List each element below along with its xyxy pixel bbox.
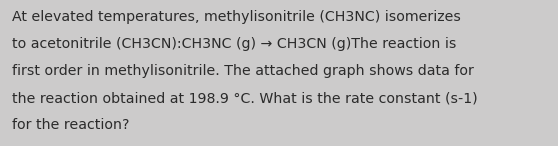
Text: first order in methylisonitrile. The attached graph shows data for: first order in methylisonitrile. The att… (12, 64, 474, 78)
Text: to acetonitrile (CH3CN):CH3NC (g) → CH3CN (g)The reaction is: to acetonitrile (CH3CN):CH3NC (g) → CH3C… (12, 37, 456, 51)
Text: for the reaction?: for the reaction? (12, 118, 130, 132)
Text: At elevated temperatures, methylisonitrile (CH3NC) isomerizes: At elevated temperatures, methylisonitri… (12, 10, 461, 24)
Text: the reaction obtained at 198.9 °C. What is the rate constant (s-1): the reaction obtained at 198.9 °C. What … (12, 91, 478, 105)
